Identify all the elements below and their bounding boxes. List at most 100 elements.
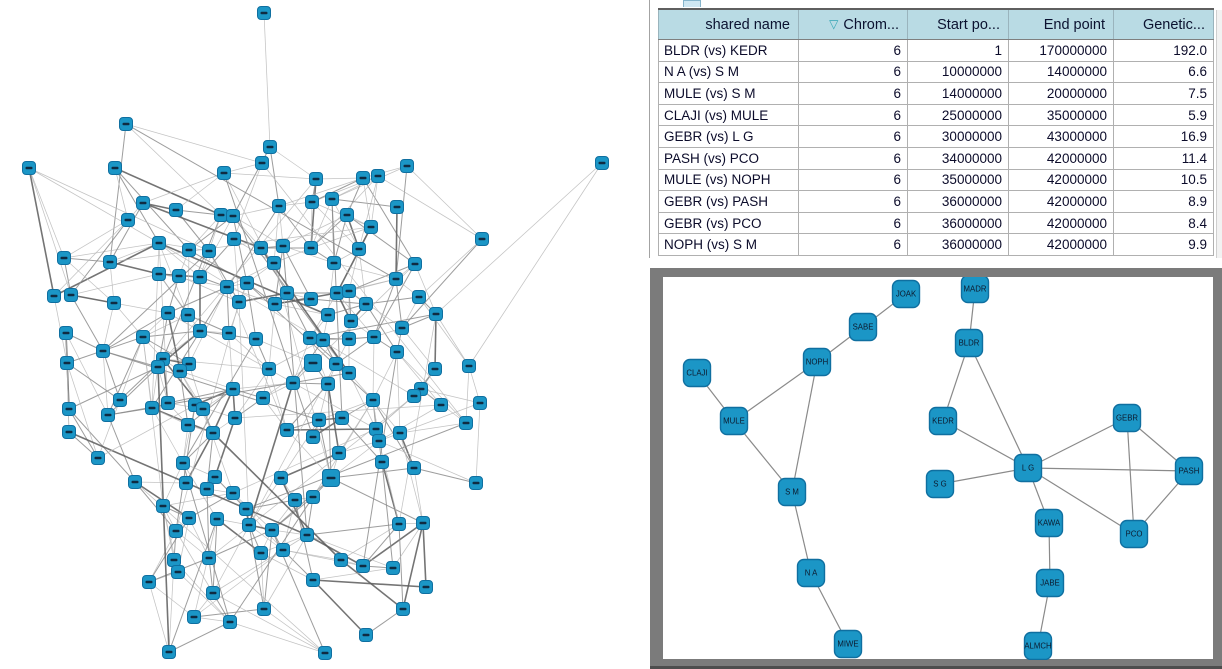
network-edge[interactable] [212, 592, 326, 654]
network-edge[interactable] [406, 165, 483, 240]
network-edge[interactable] [188, 492, 234, 519]
network-edge[interactable] [399, 402, 481, 434]
network-edge[interactable] [175, 301, 240, 532]
network-edge[interactable] [315, 177, 364, 180]
network-edge[interactable] [310, 201, 313, 249]
network-edge[interactable] [109, 242, 160, 263]
network-edge[interactable] [420, 388, 481, 404]
network-edge[interactable] [226, 262, 275, 288]
tab-fragment[interactable] [683, 0, 701, 7]
cell-value[interactable]: 43000000 [1008, 125, 1114, 148]
cell-value[interactable]: 5.9 [1113, 103, 1214, 127]
filter-funnel-icon[interactable]: ▽ [829, 16, 839, 31]
network-edge[interactable] [142, 330, 201, 338]
network-edge[interactable] [263, 534, 308, 610]
network-edge[interactable] [306, 523, 400, 536]
network-edge[interactable] [233, 238, 240, 303]
table-row[interactable]: BLDR (vs) KEDR 6 1 170000000 192.0 [658, 39, 1214, 62]
cell-value[interactable]: 34000000 [907, 146, 1009, 170]
network-edge[interactable] [158, 242, 415, 397]
network-edge[interactable] [107, 366, 159, 416]
network-edge[interactable] [107, 414, 136, 483]
table-row[interactable]: GEBR (vs) PASH 6 36000000 42000000 8.9 [658, 190, 1214, 213]
network-edge[interactable] [142, 172, 225, 204]
cell-value[interactable]: 6 [798, 103, 908, 127]
network-node[interactable] [682, 358, 712, 388]
cell-value[interactable]: 6 [798, 146, 908, 170]
network-edge[interactable] [468, 162, 603, 367]
network-edge[interactable] [114, 167, 129, 221]
network-edge[interactable] [1027, 417, 1128, 469]
network-edge[interactable] [208, 529, 273, 559]
network-edge[interactable] [268, 368, 288, 431]
network-edge[interactable] [310, 178, 317, 249]
network-edge[interactable] [193, 608, 265, 618]
table-row[interactable]: GEBR (vs) L G 6 30000000 43000000 16.9 [658, 125, 1214, 148]
network-edge[interactable] [162, 358, 270, 370]
network-node[interactable] [833, 629, 863, 659]
network-edge[interactable] [282, 245, 312, 300]
network-edge[interactable] [187, 314, 190, 365]
network-edge[interactable] [282, 549, 364, 567]
network-edge[interactable] [97, 404, 196, 459]
network-edge[interactable] [212, 388, 234, 434]
network-edge[interactable] [362, 177, 372, 228]
column-header-end-point[interactable]: End point [1008, 8, 1114, 40]
network-edge[interactable] [372, 336, 375, 401]
network-edge[interactable] [175, 530, 214, 594]
network-edge[interactable] [68, 366, 159, 410]
network-edge[interactable] [336, 226, 372, 294]
cell-value[interactable]: 6 [798, 211, 908, 235]
table-row[interactable]: PASH (vs) PCO 6 34000000 42000000 11.4 [658, 146, 1214, 170]
network-edge[interactable] [362, 165, 408, 179]
network-edge[interactable] [378, 404, 442, 442]
cell-value[interactable]: 1 [907, 39, 1009, 62]
network-edge[interactable] [125, 123, 222, 216]
network-edge[interactable] [398, 313, 437, 525]
network-edge[interactable] [142, 202, 262, 249]
cell-shared-name[interactable]: GEBR (vs) PCO [658, 211, 799, 235]
network-node[interactable] [1013, 453, 1043, 483]
network-edge[interactable] [395, 206, 398, 280]
network-edge[interactable] [158, 273, 228, 288]
network-edge[interactable] [263, 608, 326, 654]
network-edge[interactable] [286, 428, 377, 431]
network-edge[interactable] [402, 522, 424, 610]
edge-table[interactable]: shared name ▽ Chrom... Start po... End po… [658, 8, 1214, 256]
network-edge[interactable] [309, 313, 437, 339]
table-row[interactable]: NOPH (vs) S M 6 36000000 42000000 9.9 [658, 233, 1214, 256]
network-edge[interactable] [269, 146, 317, 180]
network-edge[interactable] [188, 286, 228, 365]
network-edge[interactable] [399, 432, 424, 524]
network-node[interactable] [796, 558, 826, 588]
network-edge[interactable] [465, 365, 470, 424]
network-edge[interactable] [109, 123, 127, 263]
network-edge[interactable] [53, 242, 160, 297]
network-edge[interactable] [175, 172, 225, 211]
network-edge[interactable] [278, 177, 364, 207]
network-node[interactable] [954, 328, 984, 358]
network-edge[interactable] [157, 178, 317, 368]
cell-value[interactable]: 35000000 [1008, 103, 1114, 127]
network-edge[interactable] [212, 549, 284, 594]
network-edge[interactable] [365, 296, 420, 305]
cell-value[interactable]: 14000000 [1008, 60, 1114, 84]
network-node[interactable] [777, 477, 807, 507]
network-edge[interactable] [142, 314, 189, 338]
network-edge[interactable] [233, 162, 263, 240]
network-edge[interactable] [151, 407, 184, 464]
cell-value[interactable]: 14000000 [907, 82, 1009, 105]
network-edge[interactable] [245, 422, 467, 510]
network-node[interactable] [1119, 519, 1149, 549]
network-edge[interactable] [63, 257, 115, 304]
cell-value[interactable]: 10000000 [907, 60, 1009, 84]
network-edge[interactable] [414, 263, 437, 315]
network-edge[interactable] [162, 492, 234, 507]
network-edge[interactable] [312, 579, 367, 636]
cell-value[interactable]: 9.9 [1113, 233, 1214, 256]
network-edge[interactable] [422, 522, 427, 588]
network-edge[interactable] [435, 313, 470, 367]
network-edge[interactable] [331, 175, 379, 200]
cell-value[interactable]: 6 [798, 233, 908, 256]
network-edge[interactable] [214, 417, 236, 478]
